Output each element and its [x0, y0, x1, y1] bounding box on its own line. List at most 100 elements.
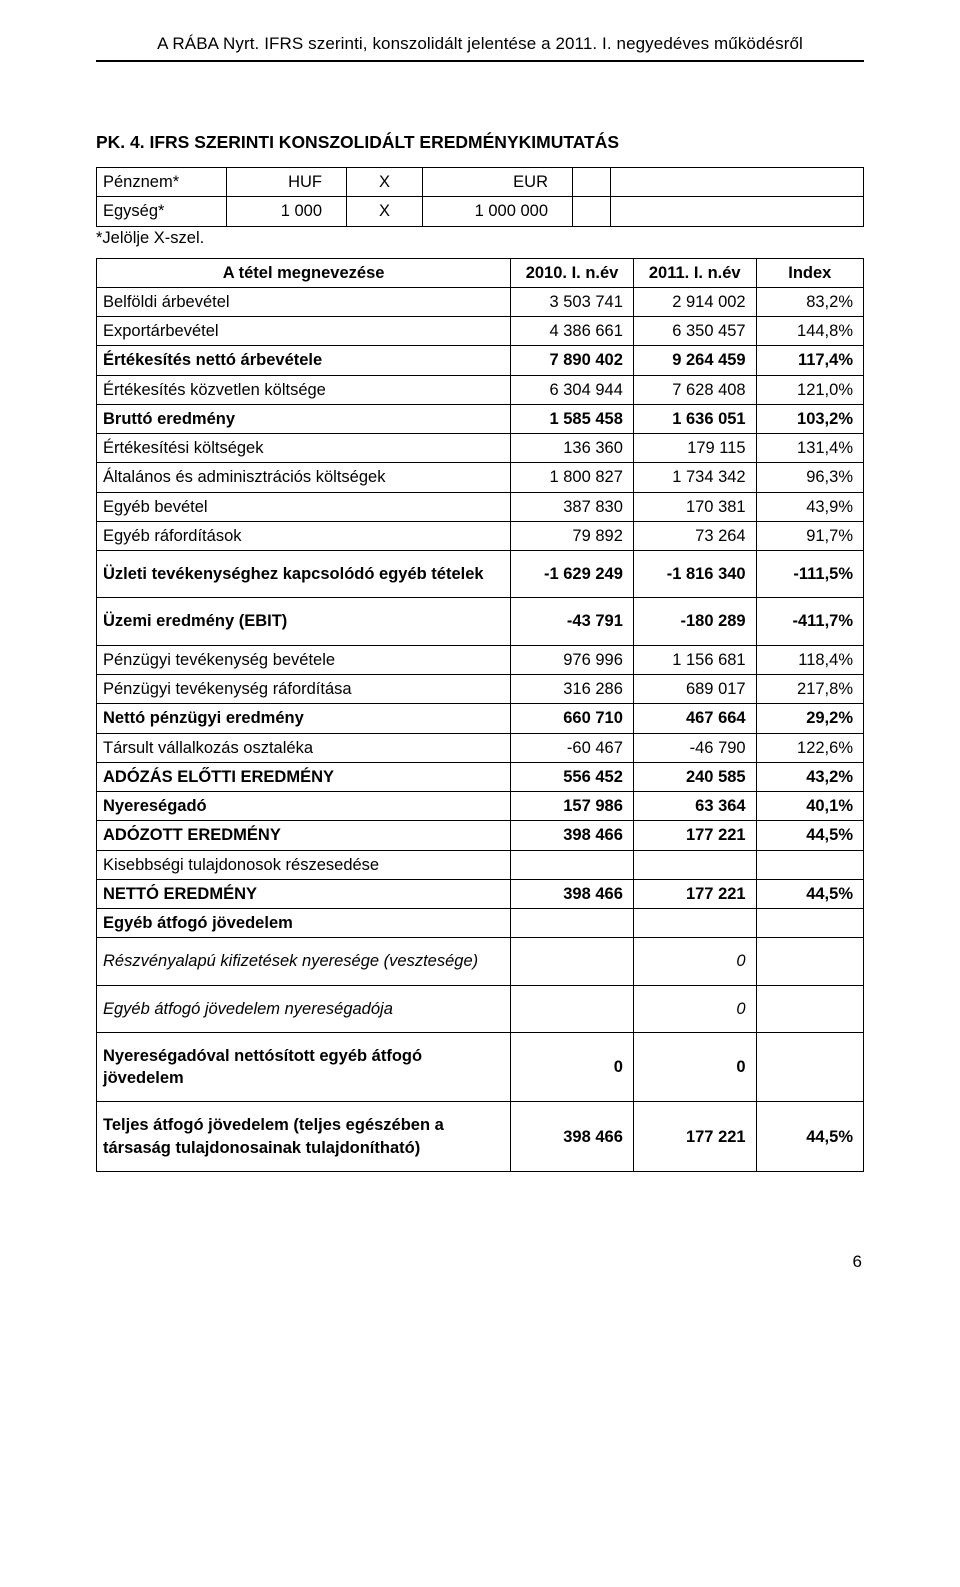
row-label: Értékesítés közvetlen költsége: [97, 375, 511, 404]
row-col2: 467 664: [633, 704, 756, 733]
row-col1: 398 466: [511, 1102, 634, 1172]
row-label: Kisebbségi tulajdonosok részesedése: [97, 850, 511, 879]
row-col3: 40,1%: [756, 792, 863, 821]
table-row: Egyéb ráfordítások79 89273 26491,7%: [97, 521, 864, 550]
row-col3: 44,5%: [756, 1102, 863, 1172]
row-col2: 1 636 051: [633, 404, 756, 433]
row-col3: 83,2%: [756, 287, 863, 316]
row-col1: -1 629 249: [511, 551, 634, 598]
row-label: Egyéb bevétel: [97, 492, 511, 521]
row-label: Exportárbevétel: [97, 317, 511, 346]
row-col1: -60 467: [511, 733, 634, 762]
page: A RÁBA Nyrt. IFRS szerinti, konszolidált…: [0, 0, 960, 1312]
row-col3: 217,8%: [756, 674, 863, 703]
meta-x: X: [347, 197, 423, 226]
row-label: Értékesítési költségek: [97, 434, 511, 463]
row-col1: [511, 909, 634, 938]
row-col3: 131,4%: [756, 434, 863, 463]
row-col1: 3 503 741: [511, 287, 634, 316]
meta-tail: [611, 168, 864, 197]
row-col2: 63 364: [633, 792, 756, 821]
meta-label: Pénznem*: [97, 168, 227, 197]
row-col2: 0: [633, 985, 756, 1032]
row-col2: -46 790: [633, 733, 756, 762]
row-label: Üzemi eredmény (EBIT): [97, 598, 511, 645]
row-col3: 122,6%: [756, 733, 863, 762]
row-label: Társult vállalkozás osztaléka: [97, 733, 511, 762]
row-col2: [633, 909, 756, 938]
row-label: Egyéb átfogó jövedelem: [97, 909, 511, 938]
row-col3: [756, 985, 863, 1032]
row-col1: 398 466: [511, 821, 634, 850]
table-row: Belföldi árbevétel3 503 7412 914 00283,2…: [97, 287, 864, 316]
meta-row: Pénznem*HUFXEUR: [97, 168, 864, 197]
row-col2: 73 264: [633, 521, 756, 550]
row-col3: [756, 938, 863, 985]
row-col1: 1 800 827: [511, 463, 634, 492]
row-col3: 121,0%: [756, 375, 863, 404]
table-row: Általános és adminisztrációs költségek1 …: [97, 463, 864, 492]
row-col3: [756, 1032, 863, 1102]
table-row: Nyereségadó157 98663 36440,1%: [97, 792, 864, 821]
row-col2: 7 628 408: [633, 375, 756, 404]
row-label: Részvényalapú kifizetések nyeresége (ves…: [97, 938, 511, 985]
row-col1: 4 386 661: [511, 317, 634, 346]
meta-table: Pénznem*HUFXEUREgység*1 000X1 000 000: [96, 167, 864, 227]
row-label: Teljes átfogó jövedelem (teljes egészébe…: [97, 1102, 511, 1172]
row-col1: [511, 985, 634, 1032]
meta-tail: [611, 197, 864, 226]
row-col3: 44,5%: [756, 821, 863, 850]
row-col2: 1 734 342: [633, 463, 756, 492]
table-row: NETTÓ EREDMÉNY398 466177 22144,5%: [97, 879, 864, 908]
row-col2: 0: [633, 938, 756, 985]
row-col3: 144,8%: [756, 317, 863, 346]
table-row: Üzemi eredmény (EBIT)-43 791-180 289-411…: [97, 598, 864, 645]
table-row: ADÓZOTT EREDMÉNY398 466177 22144,5%: [97, 821, 864, 850]
row-col3: 29,2%: [756, 704, 863, 733]
row-col3: 103,2%: [756, 404, 863, 433]
table-row: Kisebbségi tulajdonosok részesedése: [97, 850, 864, 879]
row-col3: 91,7%: [756, 521, 863, 550]
row-col2: 6 350 457: [633, 317, 756, 346]
row-col1: 1 585 458: [511, 404, 634, 433]
row-col3: [756, 909, 863, 938]
row-col2: -1 816 340: [633, 551, 756, 598]
meta-row: Egység*1 000X1 000 000: [97, 197, 864, 226]
meta-value-2: EUR: [423, 168, 573, 197]
row-col3: 43,9%: [756, 492, 863, 521]
row-col3: -111,5%: [756, 551, 863, 598]
table-row: Egyéb átfogó jövedelem nyereségadója0: [97, 985, 864, 1032]
table-row: ADÓZÁS ELŐTTI EREDMÉNY556 452240 58543,2…: [97, 762, 864, 791]
row-col3: 44,5%: [756, 879, 863, 908]
row-col1: 0: [511, 1032, 634, 1102]
table-header-label: A tétel megnevezése: [97, 258, 511, 287]
row-col1: 6 304 944: [511, 375, 634, 404]
table-row: Egyéb átfogó jövedelem: [97, 909, 864, 938]
meta-x: X: [347, 168, 423, 197]
meta-label: Egység*: [97, 197, 227, 226]
row-col1: 556 452: [511, 762, 634, 791]
row-label: Belföldi árbevétel: [97, 287, 511, 316]
table-row: Üzleti tevékenységhez kapcsolódó egyéb t…: [97, 551, 864, 598]
table-row: Értékesítés nettó árbevétele7 890 4029 2…: [97, 346, 864, 375]
table-row: Egyéb bevétel387 830170 38143,9%: [97, 492, 864, 521]
row-label: Üzleti tevékenységhez kapcsolódó egyéb t…: [97, 551, 511, 598]
row-label: Egyéb ráfordítások: [97, 521, 511, 550]
table-row: Értékesítés közvetlen költsége6 304 9447…: [97, 375, 864, 404]
meta-spacer: [573, 197, 611, 226]
row-label: ADÓZOTT EREDMÉNY: [97, 821, 511, 850]
row-label: Nyereségadó: [97, 792, 511, 821]
row-col1: 398 466: [511, 879, 634, 908]
table-row: Pénzügyi tevékenység bevétele976 9961 15…: [97, 645, 864, 674]
table-row: Exportárbevétel4 386 6616 350 457144,8%: [97, 317, 864, 346]
table-header-row: A tétel megnevezése 2010. I. n.év 2011. …: [97, 258, 864, 287]
row-col2: 177 221: [633, 821, 756, 850]
section-title: PK. 4. IFRS SZERINTI KONSZOLIDÁLT EREDMÉ…: [96, 132, 864, 153]
row-col2: -180 289: [633, 598, 756, 645]
row-col3: -411,7%: [756, 598, 863, 645]
row-col3: 118,4%: [756, 645, 863, 674]
row-label: NETTÓ EREDMÉNY: [97, 879, 511, 908]
row-col2: 2 914 002: [633, 287, 756, 316]
row-label: Pénzügyi tevékenység ráfordítása: [97, 674, 511, 703]
table-header-col2: 2011. I. n.év: [633, 258, 756, 287]
